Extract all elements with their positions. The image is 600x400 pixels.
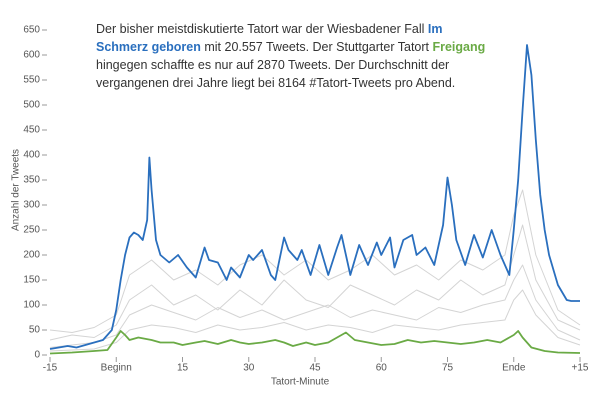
background-line — [49, 264, 581, 348]
y-tick-label: 600 — [23, 50, 40, 61]
y-tick-label: 150 — [23, 275, 40, 286]
y-tick-label: 350 — [23, 175, 40, 186]
y-tick-label: 400 — [23, 150, 40, 161]
x-axis-label: Tatort-Minute — [271, 377, 330, 388]
y-tick-label: 0 — [34, 350, 40, 361]
x-tick-label: +15 — [572, 363, 589, 374]
x-tick-label: Ende — [502, 363, 526, 374]
y-axis-label: Anzahl der Tweets — [11, 149, 22, 231]
annotation-text: mit 20.557 Tweets. Der Stuttgarter Tator… — [200, 40, 433, 54]
background-line — [49, 224, 581, 341]
annotation-highlight: Im Schmerz geboren — [96, 22, 443, 54]
x-tick-label: 45 — [309, 363, 321, 374]
y-tick-label: 550 — [23, 75, 40, 86]
y-tick-label: 100 — [23, 300, 40, 311]
x-tick-label: 30 — [243, 363, 255, 374]
y-tick-label: 650 — [23, 25, 40, 36]
x-tick-label: Beginn — [101, 363, 132, 374]
y-tick-label: 200 — [23, 250, 40, 261]
y-tick-label: 50 — [29, 325, 41, 336]
annotation-text: Der bisher meistdiskutierte Tatort war d… — [96, 22, 428, 36]
y-tick-label: 300 — [23, 200, 40, 211]
series-line — [49, 330, 581, 355]
background-line — [49, 189, 581, 333]
y-tick-label: 450 — [23, 125, 40, 136]
y-tick-label: 500 — [23, 100, 40, 111]
annotation-text: hingegen schaffte es nur auf 2870 Tweets… — [96, 58, 456, 90]
annotation: Der bisher meistdiskutierte Tatort war d… — [96, 20, 496, 92]
annotation-highlight: Freigang — [432, 40, 486, 54]
y-tick-label: 250 — [23, 225, 40, 236]
x-tick-label: 75 — [442, 363, 454, 374]
x-tick-label: -15 — [43, 363, 58, 374]
x-tick-label: 15 — [177, 363, 189, 374]
series-line — [49, 44, 580, 350]
x-tick-label: 60 — [376, 363, 388, 374]
background-line — [49, 289, 581, 352]
